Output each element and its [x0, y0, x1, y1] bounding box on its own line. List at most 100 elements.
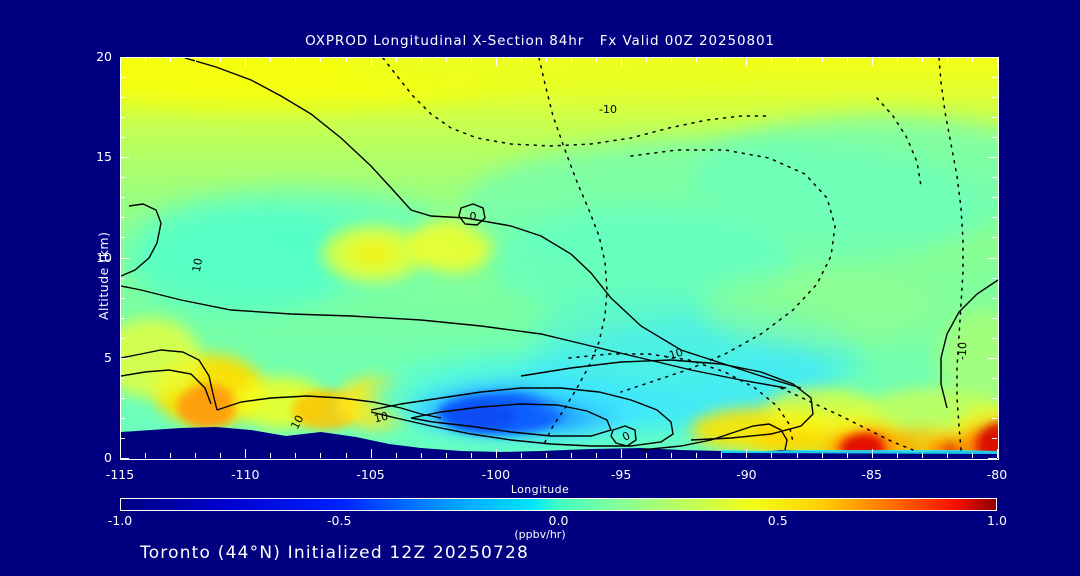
- x-axis-minor-tick: [771, 57, 773, 62]
- x-axis-minor-tick: [545, 453, 547, 458]
- colorbar-gradient: [121, 499, 996, 510]
- x-axis-minor-tick: [596, 57, 598, 62]
- y-axis-minor-tick: [992, 217, 997, 219]
- x-axis-minor-tick: [270, 57, 272, 62]
- y-axis-tick-label: 5: [104, 349, 112, 365]
- x-axis-minor-tick: [846, 453, 848, 458]
- y-axis-minor-tick: [992, 397, 997, 399]
- y-axis-tick: [988, 57, 997, 58]
- x-axis-minor-tick: [771, 453, 773, 458]
- page-title: OXPROD Longitudinal X-Section 84hr Fx Va…: [305, 33, 775, 49]
- x-axis-minor-tick: [220, 453, 222, 458]
- x-axis-minor-tick: [671, 453, 673, 458]
- x-axis-title: Longitude: [510, 483, 570, 496]
- x-axis-minor-tick: [696, 453, 698, 458]
- y-axis-tick: [988, 357, 997, 359]
- y-axis-minor-tick: [992, 77, 997, 79]
- y-axis-minor-tick: [120, 117, 125, 119]
- x-axis-minor-tick: [470, 453, 472, 458]
- x-axis-minor-tick: [646, 57, 648, 62]
- y-axis-minor-tick: [120, 237, 125, 239]
- y-axis-minor-tick: [120, 377, 125, 379]
- x-axis-minor-tick: [520, 453, 522, 458]
- y-axis-minor-tick: [120, 217, 125, 219]
- x-axis-minor-tick: [821, 57, 823, 62]
- y-axis-minor-tick: [992, 337, 997, 339]
- x-axis-tick: [746, 449, 748, 458]
- colorbar-tick-label: 1.0: [987, 513, 1007, 528]
- x-axis-minor-tick: [395, 453, 397, 458]
- x-axis-tick: [120, 449, 121, 458]
- x-axis-tick: [871, 449, 873, 458]
- y-axis-minor-tick: [992, 97, 997, 99]
- x-axis-minor-tick: [170, 57, 172, 62]
- colorbar-tick-label: -1.0: [107, 513, 133, 528]
- x-axis-minor-tick: [320, 453, 322, 458]
- svg-text:10: 10: [373, 409, 390, 425]
- x-axis-tick: [997, 57, 998, 66]
- x-axis-minor-tick: [646, 453, 648, 458]
- x-axis-minor-tick: [971, 57, 973, 62]
- x-axis-tick: [245, 57, 247, 66]
- x-axis-minor-tick: [420, 57, 422, 62]
- y-axis-minor-tick: [992, 317, 997, 319]
- y-axis-minor-tick: [120, 337, 125, 339]
- y-axis-minor-tick: [992, 197, 997, 199]
- x-axis-minor-tick: [470, 57, 472, 62]
- x-axis-tick: [621, 57, 623, 66]
- y-axis-tick: [988, 257, 997, 259]
- x-axis-tick-label: -115: [105, 467, 135, 482]
- svg-text:-10: -10: [956, 342, 970, 360]
- x-axis-minor-tick: [320, 57, 322, 62]
- x-axis-minor-tick: [270, 453, 272, 458]
- y-axis-minor-tick: [992, 177, 997, 179]
- y-axis-tick: [120, 57, 129, 58]
- colorbar[interactable]: [120, 498, 997, 511]
- x-axis-tick: [370, 449, 372, 458]
- x-axis-minor-tick: [846, 57, 848, 62]
- x-axis-minor-tick: [596, 453, 598, 458]
- x-axis-tick: [746, 57, 748, 66]
- x-axis-tick-label: -85: [861, 467, 882, 482]
- y-axis-tick-label: 20: [96, 49, 112, 64]
- x-axis-minor-tick: [971, 453, 973, 458]
- x-axis-minor-tick: [696, 57, 698, 62]
- svg-text:-10: -10: [599, 103, 617, 116]
- svg-text:0: 0: [620, 429, 632, 444]
- x-axis-tick: [245, 449, 247, 458]
- colorbar-tick-label: 0.5: [767, 513, 788, 528]
- colorbar-units: (ppbv/hr): [514, 528, 566, 541]
- x-axis-minor-tick: [345, 453, 347, 458]
- x-axis-tick: [370, 57, 372, 66]
- x-axis-minor-tick: [145, 57, 147, 62]
- x-axis-minor-tick: [896, 57, 898, 62]
- y-axis-minor-tick: [120, 437, 125, 439]
- x-axis-minor-tick: [145, 453, 147, 458]
- x-axis-tick: [495, 57, 497, 66]
- x-axis-minor-tick: [195, 453, 197, 458]
- x-axis-minor-tick: [295, 57, 297, 62]
- plot-area: 10 10 10 0 0 -10: [120, 57, 999, 460]
- x-axis-minor-tick: [921, 453, 923, 458]
- y-axis-minor-tick: [120, 397, 125, 399]
- y-axis-tick: [120, 458, 129, 459]
- y-axis-minor-tick: [120, 277, 125, 279]
- x-axis-minor-tick: [921, 57, 923, 62]
- y-axis-tick-label: 0: [104, 450, 112, 465]
- x-axis-tick: [495, 449, 497, 458]
- x-axis-minor-tick: [420, 453, 422, 458]
- y-axis-minor-tick: [992, 277, 997, 279]
- x-axis-minor-tick: [721, 453, 723, 458]
- x-axis-minor-tick: [571, 57, 573, 62]
- y-axis-minor-tick: [120, 197, 125, 199]
- y-axis-tick: [988, 157, 997, 159]
- x-axis-minor-tick: [721, 57, 723, 62]
- y-axis-minor-tick: [120, 97, 125, 99]
- figure-caption: Toronto (44°N) Initialized 12Z 20250728: [140, 543, 530, 563]
- colorbar-tick-label: -0.5: [327, 513, 352, 528]
- y-axis-minor-tick: [992, 237, 997, 239]
- x-axis-minor-tick: [170, 453, 172, 458]
- colorbar-tick-label: 0.0: [548, 513, 569, 528]
- svg-text:0: 0: [470, 210, 477, 223]
